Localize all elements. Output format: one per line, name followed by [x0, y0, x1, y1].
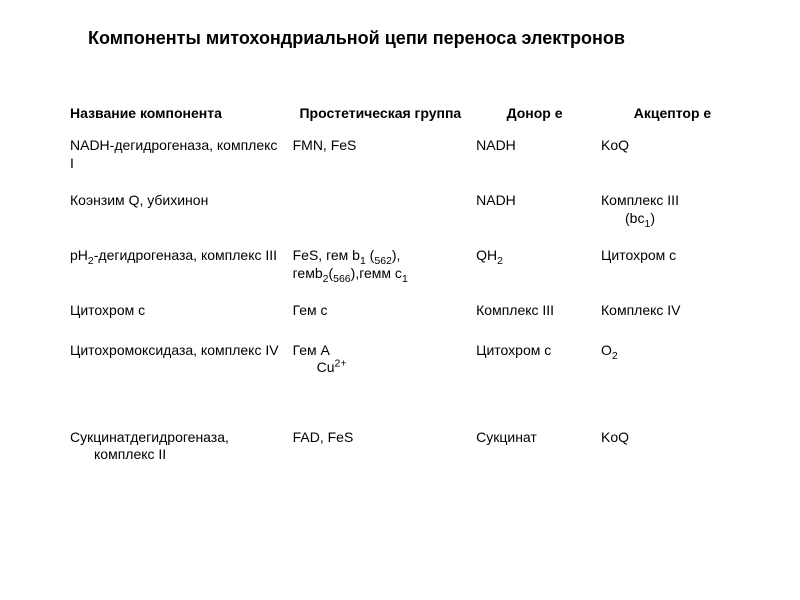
cell-name: Цитохром с: [70, 296, 293, 336]
table-row: Коэнзим Q, убихинон NADHКомплекс III(bc1): [70, 186, 752, 241]
cell-name: pH2-дегидрогеназа, комплекс III: [70, 241, 293, 296]
cell-acceptor: O2: [601, 336, 752, 423]
table-row: Цитохром сГем сКомплекс IIIКомплекс IV: [70, 296, 752, 336]
cell-name: Коэнзим Q, убихинон: [70, 186, 293, 241]
cell-acceptor: Цитохром с: [601, 241, 752, 296]
cell-donor: Комплекс III: [476, 296, 601, 336]
col-header-name: Название компонента: [70, 101, 293, 131]
cell-donor: NADH: [476, 186, 601, 241]
cell-name: Цитохромоксидаза, комплекс IV: [70, 336, 293, 423]
cell-group: FMN, FeS: [293, 131, 477, 186]
cell-donor: QH2: [476, 241, 601, 296]
cell-group: Гем АCu2+: [293, 336, 477, 423]
cell-acceptor: Комплекс III(bc1): [601, 186, 752, 241]
cell-group: [293, 186, 477, 241]
cell-group: Гем с: [293, 296, 477, 336]
table-row: NADH-дегидрогеназа, комплекс IFMN, FeSNA…: [70, 131, 752, 186]
cell-group: FeS, гем b1 (562), гемb2(566),гемм с1: [293, 241, 477, 296]
page: Компоненты митохондриальной цепи перенос…: [0, 0, 800, 600]
table-row: Цитохромоксидаза, комплекс IVГем АCu2+Ци…: [70, 336, 752, 423]
col-header-donor: Донор е: [476, 101, 601, 131]
cell-donor: Цитохром с: [476, 336, 601, 423]
etc-table: Название компонента Простетическая групп…: [70, 101, 752, 478]
cell-donor: NADH: [476, 131, 601, 186]
col-header-group: Простетическая группа: [293, 101, 477, 131]
header-row: Название компонента Простетическая групп…: [70, 101, 752, 131]
cell-donor: Сукцинат: [476, 423, 601, 478]
table-row: pH2-дегидрогеназа, комплекс IIIFeS, гем …: [70, 241, 752, 296]
table-head: Название компонента Простетическая групп…: [70, 101, 752, 131]
cell-name: Сукцинатдегидрогеназа,комплекс II: [70, 423, 293, 478]
page-title: Компоненты митохондриальной цепи перенос…: [88, 28, 752, 49]
cell-acceptor: KoQ: [601, 423, 752, 478]
cell-acceptor: Комплекс IV: [601, 296, 752, 336]
table-row: Сукцинатдегидрогеназа,комплекс IIFAD, Fe…: [70, 423, 752, 478]
cell-group: FAD, FeS: [293, 423, 477, 478]
col-header-acceptor: Акцептор е: [601, 101, 752, 131]
cell-acceptor: KoQ: [601, 131, 752, 186]
table-body: NADH-дегидрогеназа, комплекс IFMN, FeSNA…: [70, 131, 752, 478]
cell-name: NADH-дегидрогеназа, комплекс I: [70, 131, 293, 186]
